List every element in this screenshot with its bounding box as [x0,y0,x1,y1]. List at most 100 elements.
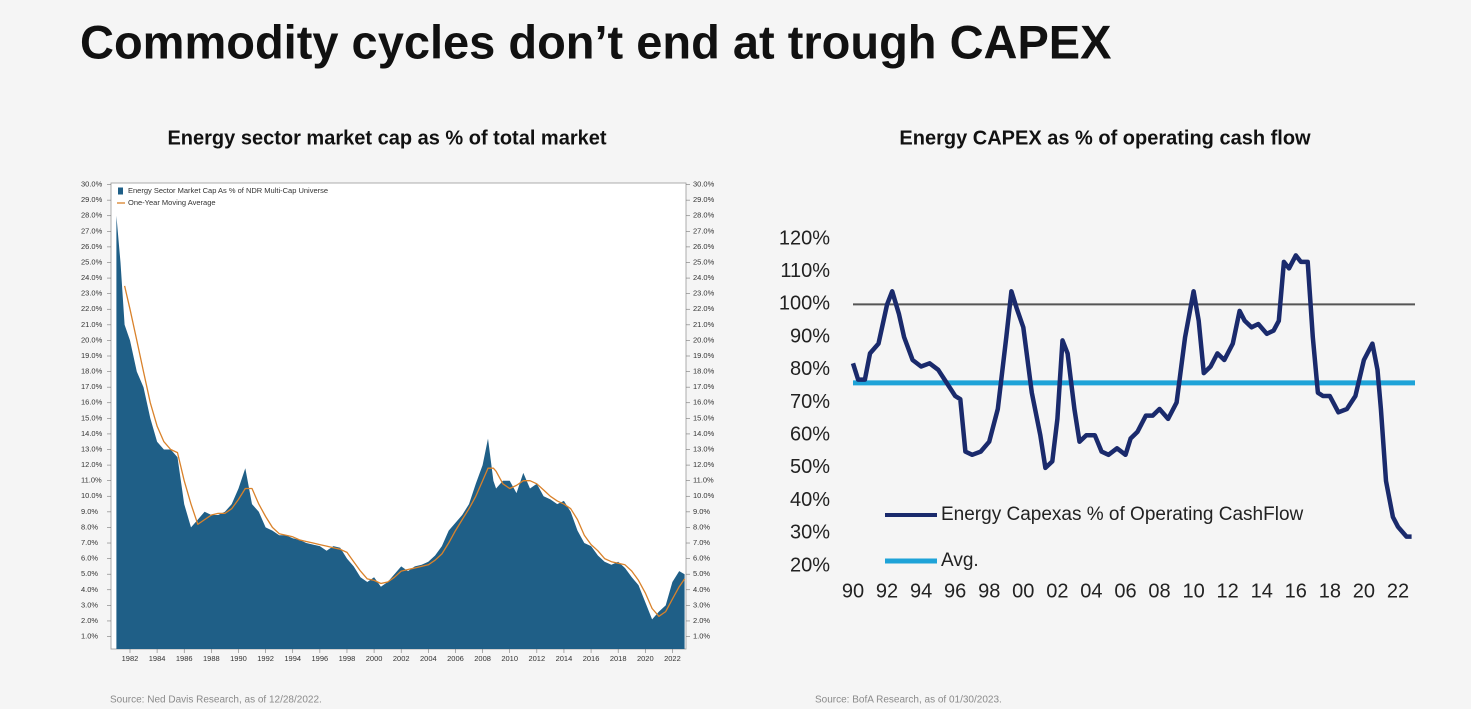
line [850,253,1412,539]
legend-label: Energy Sector Market Cap As % of NDR Mul… [128,186,328,195]
x-tick-label: 2012 [528,654,545,663]
y-tick-label: 29.0% [81,195,103,204]
y2-tick-label: 16.0% [693,398,715,407]
y2-tick-label: 7.0% [693,538,710,547]
y2-tick-label: 3.0% [693,600,710,609]
x-tick-label: 22 [1387,580,1409,602]
x-tick-label: 2010 [501,654,518,663]
y-tick-label: 50% [790,456,830,478]
y-tick-label: 22.0% [81,304,103,313]
y2-tick-label: 11.0% [693,476,714,485]
y2-tick-label: 24.0% [693,273,715,282]
y2-tick-label: 29.0% [693,195,715,204]
x-tick-label: 2002 [393,654,410,663]
y-tick-label: 80% [790,358,830,380]
area [116,215,685,649]
y-tick-label: 14.0% [81,429,103,438]
y2-tick-label: 18.0% [693,367,715,376]
y2-tick-label: 22.0% [693,304,715,313]
y-tick-label: 7.0% [81,538,98,547]
y-tick-label: 24.0% [81,273,103,282]
y2-tick-label: 4.0% [693,585,710,594]
y-tick-label: 20.0% [81,335,103,344]
x-tick-label: 06 [1114,580,1136,602]
y-tick-label: 10.0% [81,491,103,500]
x-tick-label: 1996 [312,654,329,663]
x-tick-label: 2020 [637,654,654,663]
source: Source: BofA Research, as of 01/30/2023. [815,695,1002,706]
x-tick-label: 2014 [556,654,573,663]
y-tick-label: 100% [779,293,830,315]
slide-title: Commodity cycles don’t end at trough CAP… [80,15,1112,68]
y2-tick-label: 1.0% [693,632,710,641]
line [123,285,686,617]
y-tick-label: 30% [790,522,830,544]
y-tick-label: 30.0% [81,180,103,189]
x-tick-label: 1994 [284,654,301,663]
source: Source: Ned Davis Research, as of 12/28/… [110,695,322,706]
y-tick-label: 19.0% [81,351,103,360]
x-tick-label: 18 [1319,580,1341,602]
x-tick-label: 2000 [366,654,383,663]
x-tick-label: 2016 [583,654,600,663]
y-tick-label: 13.0% [81,444,103,453]
y-tick-label: 8.0% [81,522,98,531]
x-tick-label: 04 [1080,580,1102,602]
y2-tick-label: 27.0% [693,226,715,235]
y2-tick-label: 8.0% [693,522,710,531]
x-tick-label: 2004 [420,654,437,663]
x-tick-label: 2008 [474,654,491,663]
x-tick-label: 1982 [122,654,139,663]
x-tick-label: 2022 [664,654,681,663]
x-tick-label: 02 [1046,580,1068,602]
y-tick-label: 1.0% [81,632,98,641]
y2-tick-label: 28.0% [693,211,715,220]
y2-tick-label: 9.0% [693,507,710,516]
legend-label: One-Year Moving Average [128,198,216,207]
x-tick-label: 94 [910,580,932,602]
legend-label: Energy Capexas % of Operating CashFlow [941,504,1304,525]
y-tick-label: 3.0% [81,600,98,609]
y-tick-label: 70% [790,391,830,413]
y-tick-label: 120% [779,227,830,249]
y-tick-label: 60% [790,423,830,445]
x-tick-label: 1986 [176,654,193,663]
legend-label: Avg. [941,550,979,571]
x-tick-label: 92 [876,580,898,602]
x-tick-label: 1992 [257,654,274,663]
x-tick-label: 1998 [339,654,356,663]
y-tick-label: 90% [790,325,830,347]
y2-tick-label: 15.0% [693,413,715,422]
chart-title: Energy sector market cap as % of total m… [167,127,606,149]
y-tick-label: 9.0% [81,507,98,516]
y-tick-label: 21.0% [81,320,103,329]
x-tick-label: 1984 [149,654,166,663]
x-tick-label: 98 [978,580,1000,602]
y2-tick-label: 30.0% [693,180,715,189]
y2-tick-label: 26.0% [693,242,715,251]
chart-title: Energy CAPEX as % of operating cash flow [899,127,1311,149]
x-tick-label: 96 [944,580,966,602]
y2-tick-label: 23.0% [693,289,715,298]
x-tick-label: 1990 [230,654,247,663]
y-tick-label: 28.0% [81,211,103,220]
y-tick-label: 27.0% [81,226,103,235]
y2-tick-label: 12.0% [693,460,715,469]
x-tick-label: 12 [1217,580,1239,602]
y-tick-label: 26.0% [81,242,103,251]
y-tick-label: 11.0% [81,476,102,485]
y-tick-label: 17.0% [81,382,103,391]
y-tick-label: 15.0% [81,413,103,422]
x-tick-label: 14 [1251,580,1273,602]
y-tick-label: 6.0% [81,554,98,563]
y-tick-label: 4.0% [81,585,98,594]
y-tick-label: 25.0% [81,257,103,266]
y2-tick-label: 21.0% [693,320,715,329]
x-tick-label: 2018 [610,654,627,663]
y-tick-label: 12.0% [81,460,103,469]
y-tick-label: 2.0% [81,616,98,625]
y2-tick-label: 19.0% [693,351,715,360]
x-tick-label: 90 [842,580,864,602]
y2-tick-label: 5.0% [693,569,710,578]
